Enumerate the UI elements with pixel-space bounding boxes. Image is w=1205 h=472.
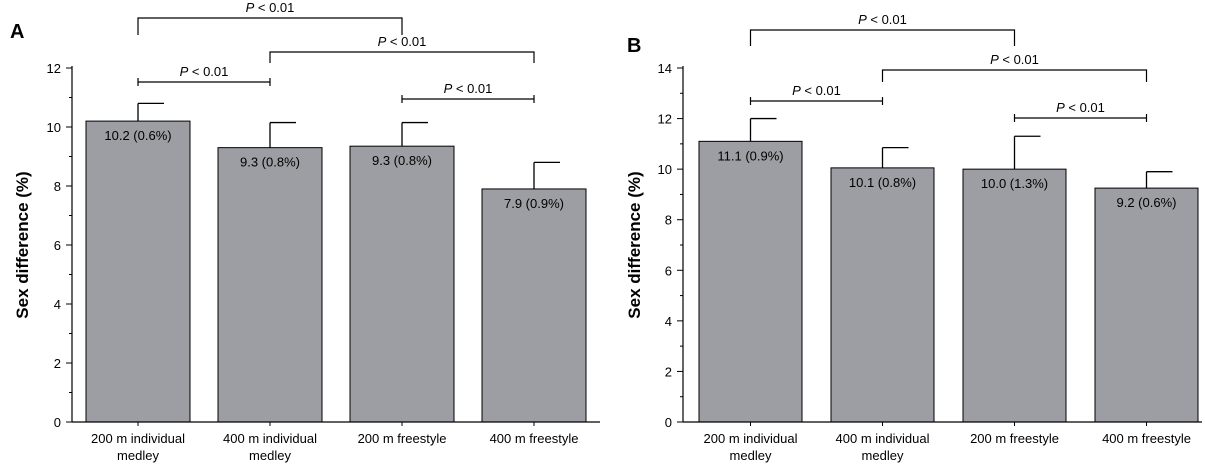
significance-label: P < 0.01 [990,52,1039,67]
significance-bracket [749,29,1016,46]
x-tick-label: 200 m individual [704,431,798,446]
bar [217,147,323,423]
x-tick-label: 400 m individual [836,431,930,446]
data-label: 9.2 (0.6%) [1117,195,1177,210]
bar [698,140,803,423]
significance-label: P < 0.01 [246,0,295,15]
data-label: 9.3 (0.8%) [240,155,300,170]
bar [85,120,191,423]
y-axis-label: Sex difference (%) [13,171,32,318]
significance-label: P < 0.01 [858,12,907,27]
x-tick-label: 200 m freestyle [358,431,447,446]
y-tick-label: 6 [54,238,61,253]
y-tick-label: 12 [658,112,672,127]
bar [481,188,587,423]
significance-label: P < 0.01 [792,83,841,98]
data-label: 10.2 (0.6%) [104,128,171,143]
y-tick-label: 14 [658,61,672,76]
x-tick-label: 400 m freestyle [490,431,579,446]
y-tick-label: 4 [665,314,672,329]
y-tick-label: 2 [54,356,61,371]
x-tick-label: medley [730,448,772,463]
data-label: 10.0 (1.3%) [981,176,1048,191]
significance-label: P < 0.01 [378,34,427,49]
significance-bracket [881,69,1148,82]
x-tick-label: 200 m freestyle [970,431,1059,446]
y-tick-label: 0 [665,415,672,430]
bar [349,145,455,423]
y-tick-label: 6 [665,263,672,278]
significance-bracket [269,51,535,63]
x-tick-label: medley [862,448,904,463]
data-label: 7.9 (0.9%) [504,196,564,211]
significance-label: P < 0.01 [180,64,229,79]
y-tick-label: 2 [665,364,672,379]
significance-bracket [137,17,403,35]
chart-panel-a: A Sex difference (%) 10.2 (0.6%) 200 m indi… [10,0,600,463]
data-label: 10.1 (0.8%) [849,175,916,190]
bar [830,167,935,423]
y-tick-label: 10 [658,162,672,177]
y-tick-label: 8 [665,213,672,228]
chart-panel-b: B Sex difference (%) 11.1 (0.9%) 200 m indi… [625,12,1202,463]
y-tick-label: 10 [47,120,61,135]
data-label: 9.3 (0.8%) [372,153,432,168]
x-tick-label: 200 m individual [91,431,185,446]
y-tick-label: 12 [47,61,61,76]
bar [962,168,1067,423]
x-tick-label: medley [117,448,159,463]
y-tick-label: 0 [54,415,61,430]
data-label: 11.1 (0.9%) [717,148,783,163]
x-tick-label: 400 m individual [223,431,317,446]
x-tick-label: 400 m freestyle [1102,431,1191,446]
significance-label: P < 0.01 [444,81,493,96]
y-tick-label: 8 [54,179,61,194]
panel-letter: A [10,21,24,43]
y-axis-label: Sex difference (%) [625,171,644,318]
bar [1094,187,1199,423]
y-tick-label: 4 [54,297,61,312]
panel-letter: B [627,35,641,57]
x-tick-label: medley [249,448,291,463]
significance-label: P < 0.01 [1056,100,1105,115]
